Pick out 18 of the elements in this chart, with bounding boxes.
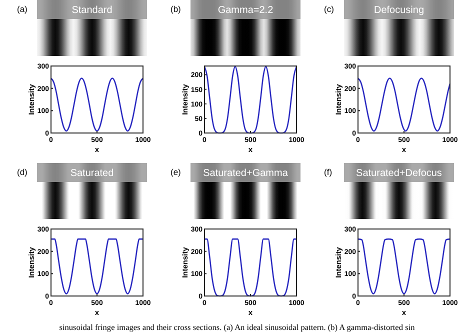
chart-title: Gamma=2.2 (218, 5, 274, 16)
line-series (357, 78, 451, 132)
line-series (204, 238, 298, 297)
chart-title: Saturated+Gamma (203, 168, 288, 179)
line-series (50, 238, 144, 294)
chart-title: Saturated+Defocus (356, 168, 442, 179)
text: (c) (324, 4, 334, 14)
text: (a) (17, 4, 28, 14)
text: sinusoidal fringe images and their cross sections. (a) An ideal sinusoidal pattern. (b) A gamma-distorted sin (59, 323, 416, 332)
text: (f) (324, 167, 332, 177)
line-series (50, 78, 144, 132)
text: (d) (17, 167, 28, 177)
text: (b) (170, 4, 182, 14)
line-series (357, 238, 451, 294)
chart-title: Standard (72, 5, 112, 16)
text: (e) (170, 167, 182, 177)
chart-title: Saturated (70, 168, 114, 179)
chart-title: Defocusing (374, 5, 424, 16)
